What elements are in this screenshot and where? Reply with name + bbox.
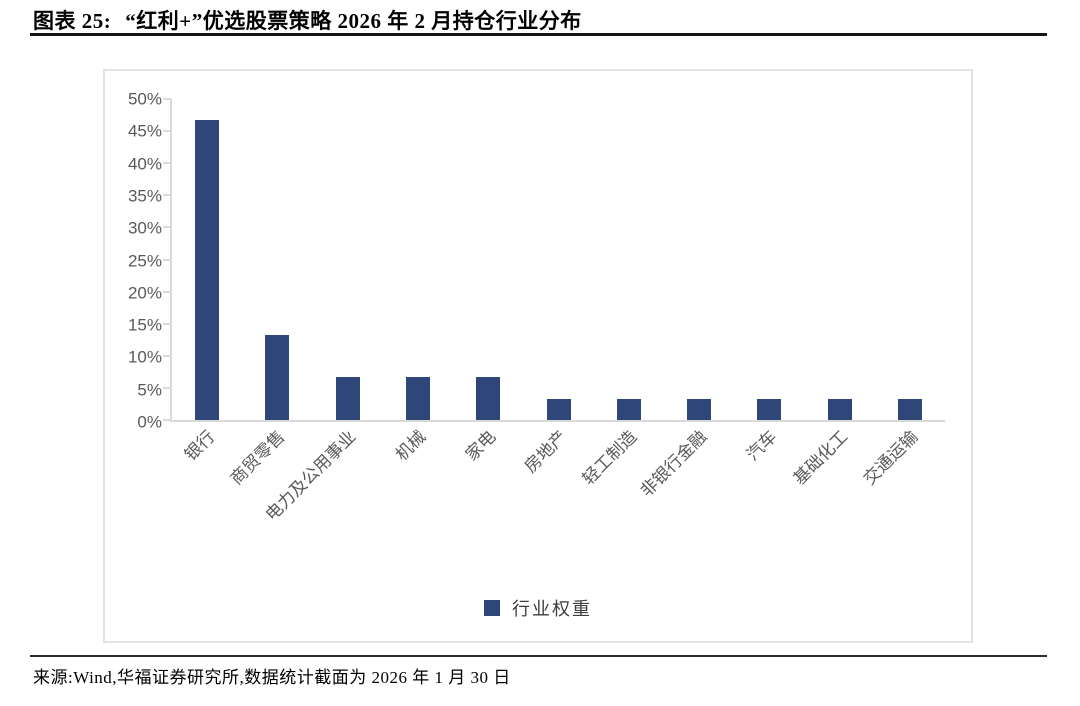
y-axis-tick-mark: [163, 354, 171, 357]
y-axis-tick-mark: [163, 162, 171, 165]
bar: [476, 377, 501, 420]
bar: [335, 377, 360, 420]
y-axis-tick-label: 15%: [127, 315, 162, 335]
y-axis-tick-label: 30%: [127, 218, 162, 238]
bar: [405, 377, 430, 420]
legend-color-swatch: [484, 600, 500, 616]
figure-title-text: “红利+”优选股票策略 2026 年 2 月持仓行业分布: [125, 9, 582, 33]
y-axis-tick-mark: [163, 419, 171, 421]
y-axis-tick-label: 20%: [127, 283, 162, 303]
y-axis-tick-label: 5%: [137, 380, 162, 400]
y-axis-tick-mark: [163, 194, 171, 197]
bar: [265, 334, 290, 420]
x-axis-category-label: 基础化工: [789, 427, 852, 489]
x-axis-category-label: 非银行金融: [636, 427, 711, 501]
figure-title: 图表 25: “红利+”优选股票策略 2026 年 2 月持仓行业分布: [33, 5, 582, 35]
bar: [546, 398, 571, 420]
y-axis-tick-mark: [163, 226, 171, 229]
y-axis-tick-mark: [163, 322, 171, 325]
bar: [616, 398, 641, 420]
y-axis-tick-label: 35%: [127, 186, 162, 206]
x-axis-category-label: 银行: [181, 427, 219, 465]
legend: 行业权重: [484, 595, 592, 621]
chart-panel: 0% 5% 10% 15% 20% 25% 30% 35% 40% 45% 50% 银行 商贸零售 电力…: [103, 69, 973, 643]
y-axis-tick-label: 40%: [127, 154, 162, 174]
x-axis-category-label: 商贸零售: [227, 427, 289, 489]
y-axis-tick-mark: [163, 386, 171, 389]
bar: [757, 398, 782, 420]
y-axis-tick-mark: [163, 98, 171, 100]
y-axis-tick-label: 10%: [127, 347, 162, 367]
y-axis-tick-label: 0%: [137, 412, 162, 432]
x-axis-category-label: 房地产: [520, 427, 570, 477]
y-axis-tick-label: 25%: [127, 251, 162, 270]
y-axis: 0% 5% 10% 15% 20% 25% 30% 35% 40% 45% 50%: [105, 91, 162, 431]
y-axis-tick-mark: [163, 258, 171, 261]
source-note: 来源:Wind,华福证券研究所,数据统计截面为 2026 年 1 月 30 日: [33, 668, 511, 687]
bar: [195, 120, 220, 420]
bar: [827, 398, 852, 420]
x-axis-category-label: 汽车: [743, 427, 781, 465]
y-axis-tick-label: 45%: [127, 121, 162, 141]
y-axis-tick-mark: [163, 130, 171, 133]
figure-title-prefix: 图表 25:: [33, 9, 112, 33]
legend-label: 行业权重: [512, 599, 592, 619]
x-axis-category-label: 轻工制造: [578, 427, 641, 489]
x-axis-category-label: 机械: [391, 427, 430, 465]
bar: [897, 398, 922, 420]
bar: [687, 398, 712, 420]
title-divider-rule: [30, 33, 1047, 36]
plot-area: 银行 商贸零售 电力及公用事业 机械 家电 房地产 轻工制造 非银行金融 汽车 基础化工 交通运输: [163, 98, 945, 525]
x-axis-category-label: 交通运输: [859, 427, 922, 489]
y-axis-tick-label: 50%: [127, 89, 162, 109]
y-axis-tick-mark: [163, 290, 171, 293]
footer-divider-rule: [30, 655, 1047, 657]
x-axis-category-label: 家电: [462, 427, 500, 465]
